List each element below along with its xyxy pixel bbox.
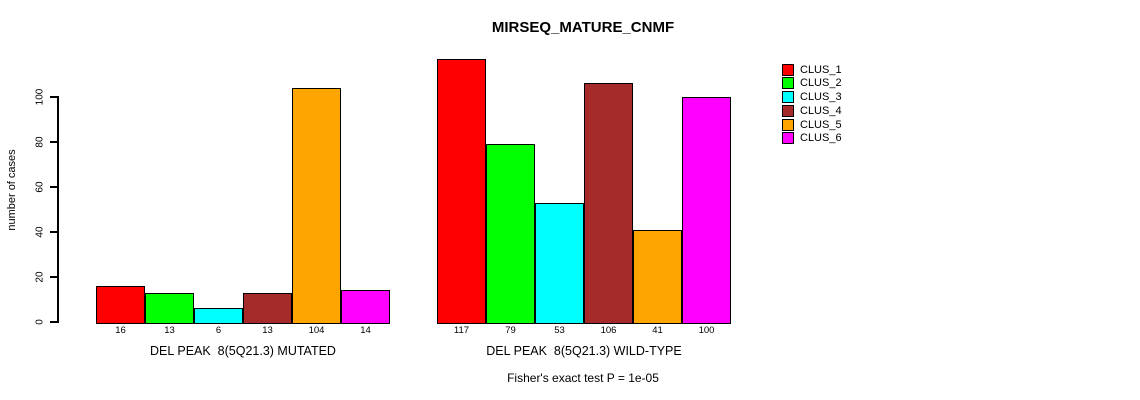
bar-clus_3-group2 bbox=[535, 203, 584, 324]
legend-swatch-icon bbox=[782, 118, 794, 131]
legend-item-clus_6: CLUS_6 bbox=[782, 132, 842, 145]
legend: CLUS_1 CLUS_2 CLUS_3 CLUS_4 CLUS_5 CLUS_6 bbox=[782, 63, 842, 145]
y-tick-label: 20 bbox=[34, 271, 46, 283]
legend-item-clus_1: CLUS_1 bbox=[782, 63, 842, 76]
bar-value-label: 117 bbox=[453, 325, 470, 336]
bar-clus_2-group1 bbox=[145, 293, 194, 324]
y-tick-mark bbox=[50, 321, 57, 323]
bar-clus_4-group2 bbox=[584, 83, 633, 324]
bar-value-label: 14 bbox=[360, 325, 371, 336]
bar-value-label: 6 bbox=[215, 325, 222, 336]
bar-clus_1-group2 bbox=[437, 59, 486, 324]
legend-swatch-icon bbox=[782, 104, 794, 117]
bar-clus_5-group2 bbox=[633, 230, 682, 324]
bar-clus_6-group2 bbox=[682, 97, 731, 324]
legend-label: CLUS_4 bbox=[800, 104, 842, 117]
bar-value-label: 13 bbox=[164, 325, 175, 336]
bar-value-label: 13 bbox=[262, 325, 273, 336]
fisher-test-annotation: Fisher's exact test P = 1e-05 bbox=[507, 371, 659, 385]
bar-clus_1-group1 bbox=[96, 286, 145, 324]
bar-value-label: 106 bbox=[600, 325, 617, 336]
legend-item-clus_2: CLUS_2 bbox=[782, 77, 842, 90]
bar-clus_6-group1 bbox=[341, 290, 390, 324]
y-tick-label: 80 bbox=[34, 136, 46, 148]
y-axis-label: number of cases bbox=[6, 149, 18, 231]
y-tick-label: 60 bbox=[34, 181, 46, 193]
y-tick-mark bbox=[50, 186, 57, 188]
bar-value-label: 79 bbox=[505, 325, 516, 336]
y-tick-mark bbox=[50, 231, 57, 233]
bar-value-label: 41 bbox=[652, 325, 663, 336]
bar-clus_3-group1 bbox=[194, 308, 243, 324]
legend-label: CLUS_1 bbox=[800, 63, 842, 76]
bar-clus_4-group1 bbox=[243, 293, 292, 324]
legend-label: CLUS_6 bbox=[800, 132, 842, 145]
group-label-wild-type: DEL PEAK 8(5Q21.3) WILD-TYPE bbox=[486, 344, 682, 358]
y-tick-label: 40 bbox=[34, 226, 46, 238]
bar-value-label: 53 bbox=[554, 325, 565, 336]
legend-label: CLUS_5 bbox=[800, 118, 842, 131]
bar-value-label: 16 bbox=[115, 325, 126, 336]
y-tick-label: 100 bbox=[34, 88, 46, 106]
y-tick-mark bbox=[50, 276, 57, 278]
legend-swatch-icon bbox=[782, 63, 794, 76]
legend-label: CLUS_2 bbox=[800, 77, 842, 90]
bar-clus_5-group1 bbox=[292, 88, 341, 324]
legend-swatch-icon bbox=[782, 132, 794, 145]
group-label-mutated: DEL PEAK 8(5Q21.3) MUTATED bbox=[150, 344, 336, 358]
y-tick-mark bbox=[50, 96, 57, 98]
legend-label: CLUS_3 bbox=[800, 91, 842, 104]
legend-item-clus_5: CLUS_5 bbox=[782, 118, 842, 131]
y-tick-mark bbox=[50, 141, 57, 143]
legend-swatch-icon bbox=[782, 91, 794, 104]
legend-item-clus_3: CLUS_3 bbox=[782, 91, 842, 104]
y-axis-line bbox=[57, 96, 59, 323]
chart-title: MIRSEQ_MATURE_CNMF bbox=[491, 19, 675, 36]
legend-item-clus_4: CLUS_4 bbox=[782, 104, 842, 117]
y-tick-label: 0 bbox=[34, 319, 46, 325]
bar-value-label: 100 bbox=[698, 325, 715, 336]
bar-clus_2-group2 bbox=[486, 144, 535, 324]
bar-value-label: 104 bbox=[308, 325, 325, 336]
legend-swatch-icon bbox=[782, 77, 794, 90]
